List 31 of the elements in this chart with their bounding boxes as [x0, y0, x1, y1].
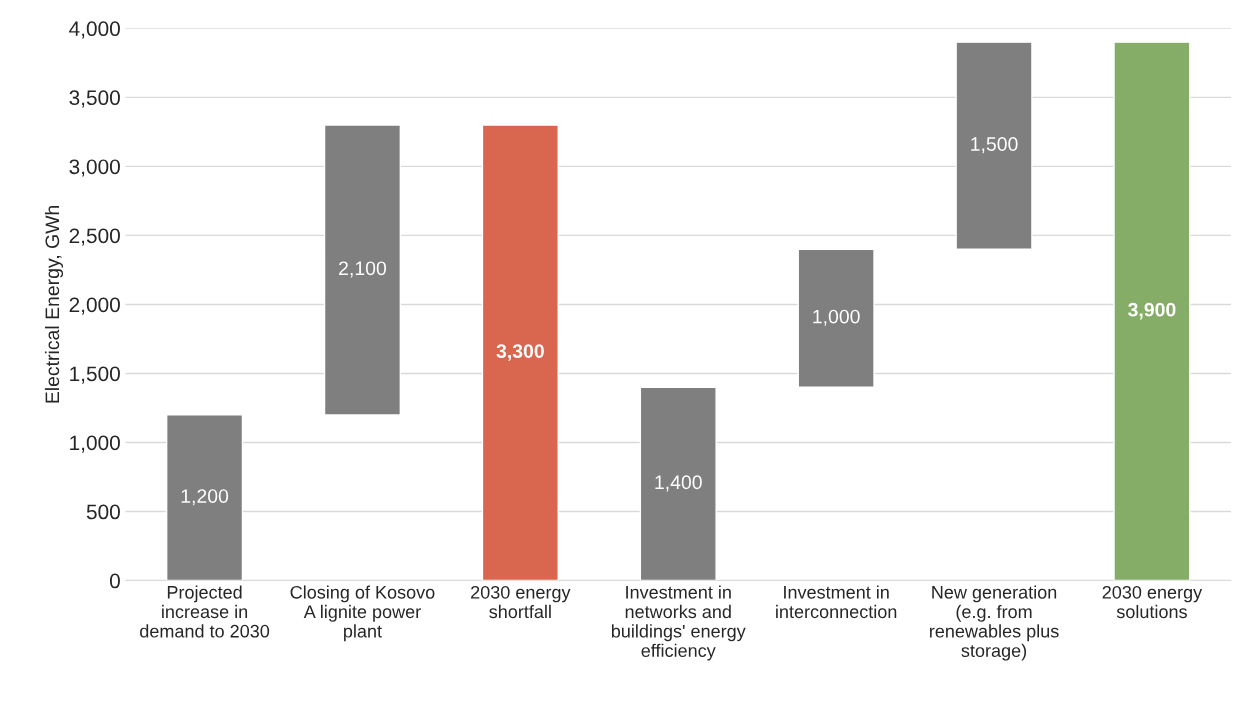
data-label: 1,000 [813, 309, 860, 326]
x-tick-label: 2030 energy solutions [1102, 585, 1203, 619]
x-tick-label: Investment in networks and buildings' energy efficiency [611, 585, 746, 661]
x-tick-label: 2030 energy shortfall [471, 585, 571, 619]
y-tick-label: 2,000 [69, 297, 120, 315]
data-label: 1,200 [181, 489, 229, 506]
bar [797, 248, 875, 388]
bar [639, 386, 717, 581]
y-tick-label: 4,000 [69, 21, 120, 39]
y-tick-label: 1,000 [70, 435, 120, 453]
bar [165, 414, 244, 581]
y-axis-title: Electrical Energy, GWh [44, 205, 64, 403]
y-tick-label: 2,500 [69, 228, 120, 246]
data-label: 3,300 [496, 344, 544, 361]
data-label: 1,400 [655, 475, 702, 492]
x-tick-label: New generation (e.g. from renewables plus storage) [930, 585, 1059, 661]
data-label: 2,100 [339, 261, 387, 278]
y-tick-label: 0 [109, 573, 120, 589]
y-tick-label: 3,000 [69, 159, 120, 177]
x-tick-label: Closing of Kosovo A lignite power plant [290, 585, 435, 642]
data-label: 3,900 [1128, 302, 1176, 320]
bar [955, 41, 1033, 250]
bar [323, 124, 402, 416]
y-tick-label: 1,500 [70, 366, 120, 384]
y-tick-label: 500 [86, 504, 120, 520]
bar [1113, 41, 1191, 581]
x-tick-label: Projected increase in demand to 2030 [140, 585, 270, 638]
y-tick-label: 3,500 [69, 90, 120, 108]
bar [481, 124, 559, 581]
data-label: 1,500 [971, 137, 1018, 154]
x-tick-label: Investment in interconnection [776, 585, 897, 619]
